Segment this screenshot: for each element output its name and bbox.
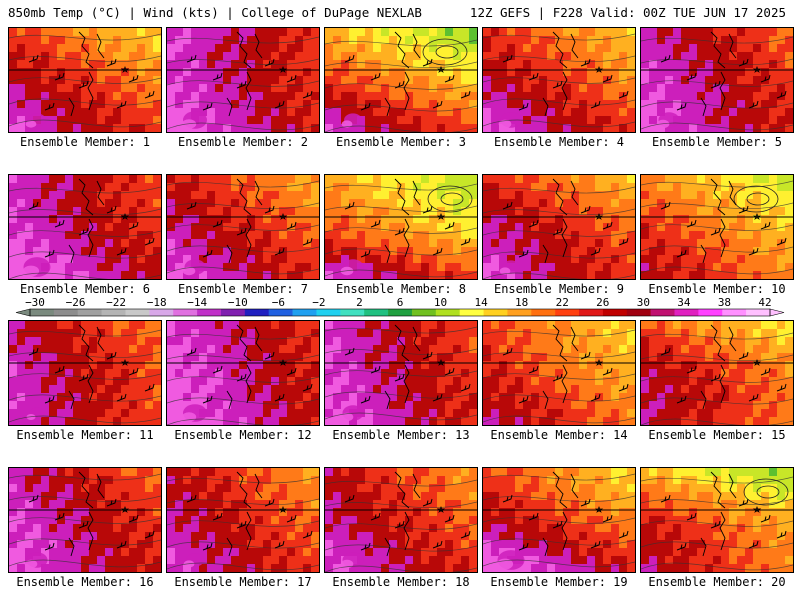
ensemble-member-map: [324, 320, 478, 426]
colorbar-swatch: [388, 309, 413, 316]
colorbar-swatch: [30, 309, 55, 316]
colorbar-tick-label: 26: [596, 296, 609, 309]
ensemble-member-label: Ensemble Member: 20: [648, 575, 786, 589]
ensemble-member-map: [8, 174, 162, 280]
colorbar-tick-label: 14: [474, 296, 488, 309]
ensemble-member-label: Ensemble Member: 11: [16, 428, 154, 442]
colorbar-swatch: [698, 309, 723, 316]
colorbar-swatch: [674, 309, 699, 316]
colorbar-swatch: [173, 309, 198, 316]
temperature-colorbar: −30 −26 −22 −18 −14 −10 −6 −2 2 6 10 14 18 22 26 30 34 38…: [15, 296, 785, 317]
ensemble-member-map: [166, 320, 320, 426]
colorbar-swatch: [268, 309, 293, 316]
ensemble-member-map: [482, 174, 636, 280]
ensemble-member-label: Ensemble Member: 7: [177, 282, 309, 296]
colorbar-tick-label: 30: [637, 296, 650, 309]
ensemble-member-label: Ensemble Member: 2: [177, 135, 309, 149]
ensemble-member-label: Ensemble Member: 16: [16, 575, 154, 589]
colorbar-swatch: [483, 309, 508, 316]
ensemble-member-map: [640, 27, 794, 133]
chart-title: 850mb Temp (°C) | Wind (kts) | College o…: [8, 5, 422, 20]
colorbar-tick-label: −18: [147, 296, 167, 309]
ensemble-member-label: Ensemble Member: 9: [493, 282, 625, 296]
ensemble-member-map: [640, 467, 794, 573]
colorbar-swatch: [197, 309, 222, 316]
colorbar-tick-label: 6: [397, 296, 404, 309]
colorbar-swatch: [364, 309, 389, 316]
ensemble-member-map: [8, 467, 162, 573]
colorbar-swatch: [53, 309, 79, 316]
colorbar-swatch: [555, 309, 580, 316]
colorbar-swatch: [579, 309, 604, 316]
ensemble-member-label: Ensemble Member: 12: [174, 428, 312, 442]
colorbar-tick-label: −22: [106, 296, 126, 309]
ensemble-member-map: [166, 27, 320, 133]
colorbar-swatch: [149, 309, 174, 316]
colorbar-swatch: [340, 309, 365, 316]
colorbar-swatch: [101, 309, 126, 316]
colorbar-swatch: [292, 309, 317, 316]
colorbar-swatch: [125, 309, 150, 316]
ensemble-member-label: Ensemble Member: 14: [490, 428, 628, 442]
ensemble-member-label: Ensemble Member: 1: [19, 135, 151, 149]
ensemble-member-map: [8, 27, 162, 133]
colorbar-swatch: [722, 309, 747, 316]
colorbar-swatch: [459, 309, 484, 316]
colorbar-tick-label: 18: [515, 296, 528, 309]
colorbar-swatch: [411, 309, 437, 316]
colorbar-tick-label: 42: [758, 296, 771, 309]
ensemble-member-label: Ensemble Member: 4: [493, 135, 625, 149]
ensemble-member-map: [324, 27, 478, 133]
ensemble-member-map: [166, 174, 320, 280]
ensemble-member-label: Ensemble Member: 18: [332, 575, 470, 589]
colorbar-tick-label: 38: [718, 296, 731, 309]
colorbar-swatch: [602, 309, 628, 316]
ensemble-member-map: [324, 174, 478, 280]
colorbar-swatch: [435, 309, 460, 316]
ensemble-member-label: Ensemble Member: 5: [651, 135, 783, 149]
colorbar-swatch: [746, 309, 771, 316]
ensemble-member-map: [482, 27, 636, 133]
colorbar-swatch: [531, 309, 556, 316]
ensemble-member-map: [482, 320, 636, 426]
colorbar-tick-label: 2: [356, 296, 363, 309]
ensemble-member-label: Ensemble Member: 17: [174, 575, 312, 589]
run-valid-time: 12Z GEFS | F228 Valid: 00Z TUE JUN 17 20…: [469, 5, 786, 20]
ensemble-member-map: [640, 174, 794, 280]
colorbar-tick-label: −30: [25, 296, 45, 309]
colorbar-swatch: [507, 309, 532, 316]
colorbar-swatch: [626, 309, 651, 316]
ensemble-member-label: Ensemble Member: 19: [490, 575, 628, 589]
colorbar-tick-label: −2: [312, 296, 325, 309]
colorbar-swatch: [77, 309, 102, 316]
colorbar-tick-label: 34: [677, 296, 691, 309]
ensemble-member-label: Ensemble Member: 13: [332, 428, 470, 442]
colorbar-tick-label: −14: [187, 296, 207, 309]
ensemble-member-map: [8, 320, 162, 426]
colorbar-tick-label: 22: [556, 296, 569, 309]
colorbar-swatch: [244, 309, 270, 316]
ensemble-member-map: [166, 467, 320, 573]
colorbar-tick-label: −26: [66, 296, 86, 309]
ensemble-member-label: Ensemble Member: 3: [335, 135, 467, 149]
ensemble-member-map: [482, 467, 636, 573]
colorbar-tick-label: −10: [228, 296, 248, 309]
colorbar-swatch: [316, 309, 341, 316]
ensemble-member-map: [324, 467, 478, 573]
ensemble-member-label: Ensemble Member: 15: [648, 428, 786, 442]
ensemble-member-label: Ensemble Member: 6: [19, 282, 151, 296]
colorbar-swatch: [650, 309, 675, 316]
colorbar-swatch: [220, 309, 246, 316]
ensemble-member-map: [640, 320, 794, 426]
colorbar-tick-label: −6: [272, 296, 285, 309]
ensemble-member-label: Ensemble Member: 10: [648, 282, 786, 296]
colorbar-tick-label: 10: [434, 296, 447, 309]
ensemble-member-label: Ensemble Member: 8: [335, 282, 467, 296]
